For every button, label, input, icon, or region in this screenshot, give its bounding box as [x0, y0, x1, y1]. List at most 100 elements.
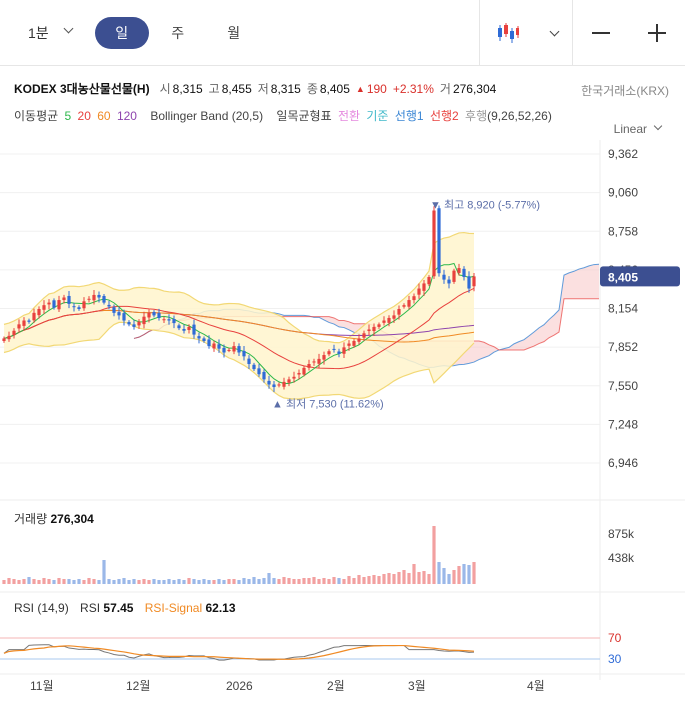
volume-bar	[337, 578, 341, 584]
volume-bar	[12, 579, 16, 584]
ichimoku-lagging: 후행	[465, 109, 488, 123]
candle-body	[337, 351, 341, 354]
volume-bar	[422, 571, 426, 584]
candle-body	[302, 367, 306, 375]
volume-bar	[437, 562, 441, 584]
candle-body	[107, 304, 111, 307]
volume-bar	[37, 580, 41, 584]
scale-dropdown[interactable]: Linear	[614, 122, 663, 136]
bollinger-fill	[4, 232, 474, 400]
time-tick-label: 2월	[327, 679, 345, 693]
candle-body	[112, 307, 116, 313]
volume-bar	[57, 578, 61, 584]
volume-bar	[107, 579, 111, 584]
volume-bar	[387, 573, 391, 584]
candle-body	[182, 328, 186, 331]
zoom-in-button[interactable]	[629, 0, 685, 66]
candle-body	[172, 318, 176, 324]
candle-body	[377, 324, 381, 327]
volume-bar	[377, 576, 381, 584]
time-tick-label: 12월	[126, 679, 150, 693]
candle-body	[197, 336, 201, 339]
volume-bar	[182, 580, 186, 584]
candle-body	[122, 313, 126, 321]
candle-body	[262, 371, 266, 380]
volume-bar	[192, 579, 196, 584]
rsi-params: RSI (14,9)	[14, 601, 69, 615]
volume-bar	[257, 579, 261, 584]
ma-20: 20	[77, 109, 91, 123]
price-tick-label: 9,362	[608, 147, 638, 161]
ichimoku-params: (9,26,52,26)	[487, 109, 552, 123]
toolbar-right	[479, 0, 685, 66]
scale-label: Linear	[613, 122, 647, 136]
volume-bar	[212, 580, 216, 584]
candle-body	[287, 379, 291, 383]
candle-body	[82, 301, 86, 309]
interval-dropdown[interactable]: 1분	[28, 23, 75, 43]
ohlc-legend: KODEX 3대농산물선물(H) 시 8,315 고 8,455 저 8,315…	[14, 80, 502, 97]
volume-bar	[112, 580, 116, 584]
volume-bar	[27, 577, 31, 584]
candle-body	[52, 300, 56, 308]
volume-panel: 875k 438k	[0, 499, 685, 584]
candle-body	[62, 297, 66, 301]
candle-body	[357, 338, 361, 342]
period-tab-month[interactable]: 월	[227, 25, 241, 41]
open-value: 8,315	[172, 81, 203, 96]
candlesticks	[2, 205, 476, 393]
volume-bar	[457, 566, 461, 584]
volume-bar	[397, 572, 401, 584]
candle-body	[332, 348, 336, 350]
volume-bar	[62, 579, 66, 584]
candle-body	[437, 208, 441, 274]
volume-bar	[32, 579, 36, 584]
price-tick-label: 7,852	[608, 340, 638, 354]
chart-type-button[interactable]	[480, 0, 536, 66]
volume-bar	[317, 579, 321, 584]
candle-body	[417, 288, 421, 295]
plus-icon	[648, 24, 666, 42]
volume-bar	[302, 578, 306, 584]
high-value: 8,455	[221, 81, 252, 96]
close-label: 종	[306, 82, 318, 96]
volume-bar	[147, 580, 151, 584]
period-tab-day[interactable]: 일	[94, 17, 149, 49]
open-label: 시	[159, 82, 171, 96]
rsi-label: RSI	[80, 601, 101, 615]
ma-20-line	[3, 287, 475, 370]
candle-body	[407, 300, 411, 307]
volume-bar	[352, 578, 356, 584]
candle-body	[142, 316, 146, 325]
volume-bar	[52, 580, 56, 584]
candle-body	[232, 346, 236, 352]
volume-bar	[102, 560, 106, 584]
ichimoku-span1: 선행1	[394, 109, 424, 123]
time-tick-label: 4월	[527, 679, 545, 693]
candle-body	[77, 307, 81, 310]
zoom-out-button[interactable]	[573, 0, 629, 66]
volume-bar	[407, 573, 411, 584]
period-tab-week[interactable]: 주	[171, 25, 185, 41]
candle-body	[72, 306, 76, 308]
volume-bar	[97, 580, 101, 584]
volume-bar	[322, 578, 326, 584]
candle-body	[267, 380, 271, 385]
volume-bar	[342, 579, 346, 584]
candle-body	[102, 295, 106, 303]
bollinger-lower	[3, 321, 475, 400]
volume-bar	[187, 578, 191, 584]
volume-tick-label: 875k	[608, 527, 635, 541]
candle-body	[17, 324, 21, 329]
volume-bar	[132, 579, 136, 584]
volume-bar	[227, 579, 231, 584]
candle-body	[37, 309, 41, 316]
candle-body	[462, 268, 466, 278]
candle-body	[277, 384, 281, 386]
volume-bar	[152, 579, 156, 584]
volume-bar	[197, 580, 201, 584]
volume-bar	[122, 578, 126, 584]
volume-bar	[282, 577, 286, 584]
candle-body	[352, 340, 356, 346]
